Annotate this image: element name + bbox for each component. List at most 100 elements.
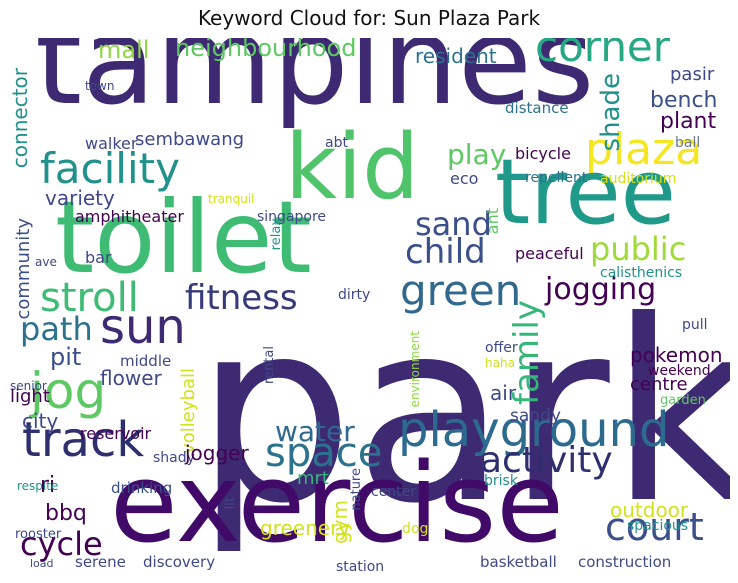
word-cloud-keyword: town bbox=[85, 79, 115, 93]
word-cloud-keyword: sun bbox=[100, 299, 186, 355]
word-cloud-keyword: discovery bbox=[143, 553, 216, 571]
word-cloud-keyword: activity bbox=[480, 440, 613, 481]
word-cloud-keyword: path bbox=[20, 310, 93, 348]
word-cloud-keyword: eco bbox=[450, 169, 479, 188]
word-cloud-keyword: respite bbox=[17, 479, 59, 493]
word-cloud-keyword: green bbox=[400, 266, 522, 315]
word-cloud-keyword: neighbourhood bbox=[175, 38, 357, 62]
word-cloud-keyword: variety bbox=[45, 186, 115, 210]
word-cloud-keyword: ball bbox=[675, 135, 701, 151]
word-cloud-keyword: ri bbox=[40, 473, 56, 498]
word-cloud-keyword: middle bbox=[120, 352, 172, 370]
word-cloud-keyword: bicycle bbox=[515, 144, 571, 163]
word-cloud-keyword: tampines bbox=[35, 38, 595, 132]
word-cloud-keyword: drinking bbox=[111, 479, 173, 497]
word-cloud-keyword: outdoor bbox=[610, 498, 689, 522]
word-cloud-keyword: haha bbox=[485, 356, 515, 370]
word-cloud-keyword: spacious bbox=[627, 518, 689, 534]
word-cloud-keyword: tranquil bbox=[208, 192, 255, 206]
word-cloud-keyword: station bbox=[336, 559, 385, 575]
word-cloud-keyword: plaza bbox=[585, 124, 703, 175]
word-cloud-keyword: flower bbox=[100, 366, 162, 390]
word-cloud-keyword: senior bbox=[10, 379, 47, 393]
word-cloud-keyword: shade bbox=[596, 73, 626, 152]
word-cloud-keyword: mall bbox=[98, 38, 150, 64]
word-cloud-keyword: jogger bbox=[185, 441, 249, 465]
word-cloud-keyword: distance bbox=[505, 99, 569, 117]
word-cloud-keyword: center bbox=[371, 484, 417, 500]
word-cloud-keyword: peaceful bbox=[515, 244, 584, 263]
word-cloud-keyword: city bbox=[22, 409, 59, 433]
word-cloud-keyword: sembawang bbox=[135, 129, 245, 150]
word-cloud-keyword: light bbox=[10, 386, 50, 407]
word-cloud-keyword: sand bbox=[415, 205, 492, 243]
word-cloud-keyword: construction bbox=[578, 553, 672, 571]
word-cloud-keyword: pull bbox=[682, 317, 708, 333]
word-cloud-keyword: gym bbox=[328, 500, 352, 545]
word-cloud-keyword: rooster bbox=[15, 527, 62, 542]
word-cloud-keyword: lit bbox=[223, 497, 238, 510]
word-cloud-keyword: kid bbox=[285, 115, 420, 220]
word-cloud-keyword: pit bbox=[50, 343, 82, 371]
word-cloud-keyword: tree bbox=[495, 140, 677, 245]
word-cloud-keyword: jogging bbox=[545, 272, 657, 307]
word-cloud-keyword: singapore bbox=[257, 209, 327, 225]
word-cloud-keyword: stroll bbox=[40, 275, 139, 321]
word-cloud-keyword: mrt bbox=[297, 468, 329, 489]
word-cloud-keyword: water bbox=[275, 415, 355, 448]
word-cloud-keyword: repellent bbox=[525, 170, 588, 186]
word-cloud-keyword: amphitheater bbox=[75, 207, 184, 226]
word-cloud-keyword: park bbox=[195, 267, 730, 558]
word-cloud-keyword: calisthenics bbox=[600, 265, 683, 281]
word-cloud-keyword: playground bbox=[398, 402, 670, 458]
word-cloud-keyword: community bbox=[13, 218, 34, 320]
word-cloud-keyword: dog bbox=[402, 521, 429, 537]
word-cloud-keyword: toilet bbox=[55, 179, 312, 296]
word-cloud-keyword: pasir bbox=[670, 64, 715, 85]
word-cloud-keyword: corner bbox=[535, 38, 671, 71]
word-cloud-keyword: rental bbox=[262, 346, 277, 384]
word-cloud-keyword: auditorium bbox=[600, 171, 677, 187]
word-cloud-keyword: greenery bbox=[260, 516, 351, 540]
word-cloud-keyword: plant bbox=[660, 109, 717, 134]
word-cloud-keyword: public bbox=[590, 230, 687, 268]
word-cloud-keyword: resident bbox=[415, 44, 497, 68]
word-cloud-keyword: bbq bbox=[45, 501, 87, 526]
word-cloud-keyword: garden bbox=[660, 393, 706, 408]
word-cloud-keyword: track bbox=[22, 412, 145, 468]
word-cloud-keyword: centre bbox=[630, 374, 688, 395]
word-cloud-keyword: basketball bbox=[480, 553, 557, 571]
word-cloud-keyword: dirty bbox=[338, 287, 371, 303]
word-cloud-keyword: jog bbox=[30, 362, 107, 420]
word-cloud: park tampines exercise toilet tree kid playgro… bbox=[10, 38, 730, 578]
word-cloud-keyword: sandy bbox=[510, 406, 561, 426]
word-cloud-keyword: pokemon bbox=[630, 343, 723, 367]
word-cloud-keyword: ant bbox=[483, 208, 502, 235]
word-cloud-keyword: shady bbox=[153, 450, 195, 466]
word-cloud-keyword: court bbox=[605, 505, 704, 549]
word-cloud-keyword: air bbox=[490, 381, 517, 405]
word-cloud-keyword: fitness bbox=[185, 278, 298, 318]
word-cloud-keyword: play bbox=[447, 138, 507, 171]
word-cloud-keyword: load bbox=[30, 557, 54, 570]
word-cloud-keyword: space bbox=[265, 430, 383, 476]
word-cloud-keyword: cycle bbox=[20, 525, 103, 563]
word-cloud-keyword: brisk bbox=[484, 473, 518, 489]
word-cloud-keyword: connector bbox=[10, 68, 32, 169]
word-cloud-keyword: environment bbox=[408, 331, 422, 408]
figure-title: Keyword Cloud for: Sun Plaza Park bbox=[197, 6, 541, 30]
word-cloud-keyword: offer bbox=[485, 340, 518, 356]
word-cloud-keyword: abt bbox=[325, 135, 348, 151]
word-cloud-keyword: walker bbox=[85, 134, 138, 153]
word-cloud-keyword: facility bbox=[40, 144, 180, 193]
word-cloud-keyword: bench bbox=[650, 88, 718, 113]
word-cloud-keyword: serene bbox=[75, 553, 126, 571]
word-cloud-keyword: reservoir bbox=[80, 424, 152, 443]
word-cloud-keyword: relax bbox=[269, 218, 284, 251]
word-cloud-keyword: ave bbox=[35, 255, 57, 269]
word-cloud-keyword: child bbox=[405, 232, 486, 272]
word-cloud-keyword: bar bbox=[85, 248, 112, 267]
word-cloud-keyword: weekend bbox=[648, 363, 711, 379]
word-cloud-keyword: exercise bbox=[110, 439, 564, 567]
